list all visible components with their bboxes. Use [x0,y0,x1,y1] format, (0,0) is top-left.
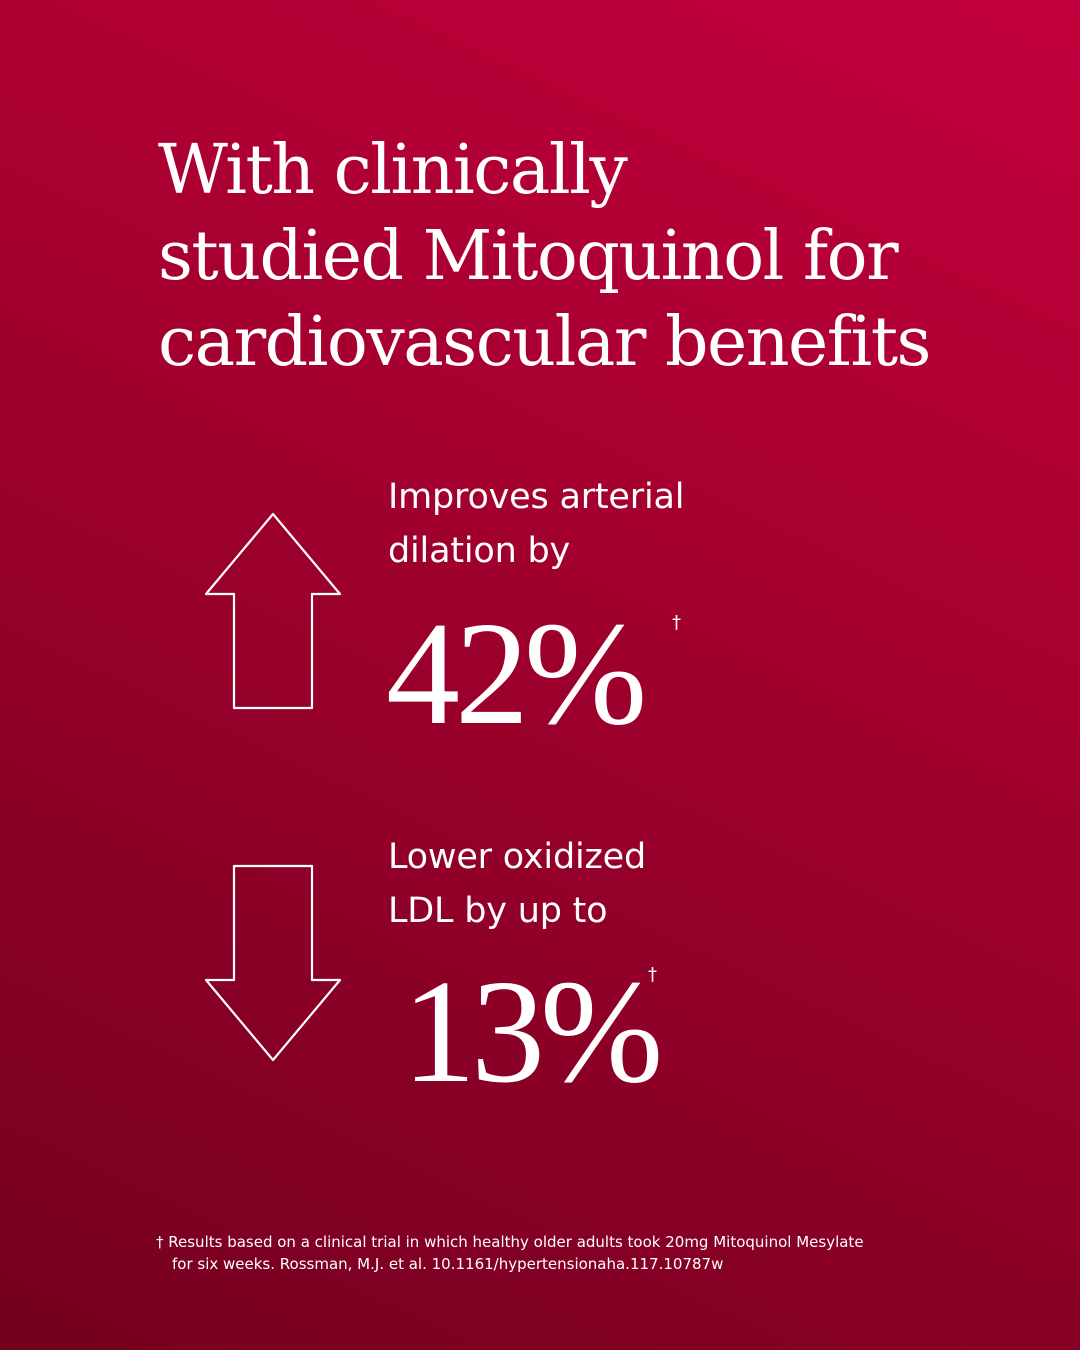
arrow-up-icon [200,508,346,714]
footnote-line-1: † Results based on a clinical trial in w… [156,1233,864,1251]
footnote: † Results based on a clinical trial in w… [156,1231,1036,1275]
stat-value: 42% [386,592,647,756]
stat-label-line-1: Lower oxidized [388,837,647,877]
arrow-down-icon [200,860,346,1066]
headline-line-1: With clinically [158,131,628,210]
headline-line-3: cardiovascular benefits [158,303,931,382]
footnote-line-2: for six weeks. Rossman, M.J. et al. 10.1… [172,1255,724,1273]
stat-label-line-2: dilation by [388,531,571,571]
footnote-marker: † [672,612,681,633]
stat-label-line-2: LDL by up to [388,891,608,931]
stat-label: Improves arterial dilation by [388,470,684,578]
stat-label: Lower oxidized LDL by up to [388,830,646,938]
stat-value: 13% [402,950,663,1114]
arrow-up-outline-icon [204,512,342,710]
headline: With clinically studied Mitoquinol for c… [158,128,1038,386]
stat-arterial-dilation: Improves arterial dilation by 42% † [0,470,1080,770]
arrow-down-outline-icon [204,864,342,1062]
stat-label-line-1: Improves arterial [388,477,685,517]
headline-line-2: studied Mitoquinol for [158,217,899,296]
footnote-marker: † [648,964,657,985]
stat-oxidized-ldl: Lower oxidized LDL by up to 13% † [0,830,1080,1110]
